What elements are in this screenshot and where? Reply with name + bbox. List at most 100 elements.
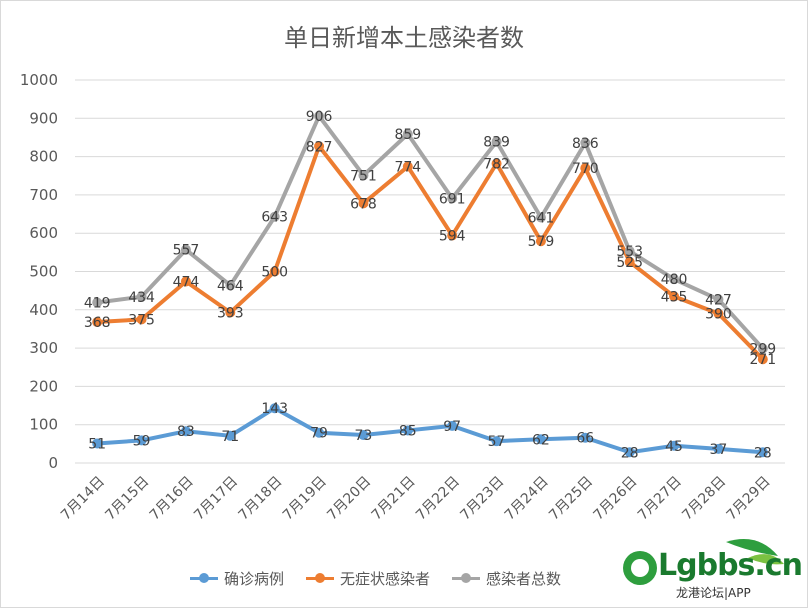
data-point-asymptomatic xyxy=(92,317,103,328)
data-point-confirmed xyxy=(402,425,413,436)
watermark-subtitle: 龙港论坛|APP xyxy=(676,586,751,600)
data-point-asymptomatic xyxy=(713,308,724,319)
data-point-total xyxy=(269,211,280,222)
data-label-confirmed: 71 xyxy=(221,429,239,445)
x-tick-label: 7月14日 xyxy=(58,474,108,524)
x-tick-label: 7月21日 xyxy=(369,474,419,524)
data-point-total xyxy=(314,111,325,122)
data-point-total xyxy=(358,170,369,181)
data-label-asymptomatic: 525 xyxy=(616,255,643,271)
chart-title: 单日新增本土感染者数 xyxy=(284,24,524,52)
data-point-total xyxy=(92,297,103,308)
y-tick-label: 200 xyxy=(29,377,58,395)
data-label-total: 906 xyxy=(306,109,333,125)
data-label-asymptomatic: 375 xyxy=(128,312,155,328)
watermark-logo: Lgbbs.cn 龙港论坛|APP xyxy=(618,534,804,604)
data-label-asymptomatic: 500 xyxy=(261,265,288,281)
data-label-total: 464 xyxy=(217,278,244,294)
data-point-asymptomatic xyxy=(580,163,591,174)
y-tick-label: 0 xyxy=(48,454,58,472)
data-point-total xyxy=(624,246,635,257)
data-point-confirmed xyxy=(535,434,546,445)
data-point-total xyxy=(402,129,413,140)
data-label-asymptomatic: 435 xyxy=(661,289,688,305)
data-point-confirmed xyxy=(580,432,591,443)
data-label-total: 751 xyxy=(350,168,377,184)
x-tick-label: 7月19日 xyxy=(280,474,330,524)
y-tick-label: 800 xyxy=(29,148,58,166)
x-tick-label: 7月23日 xyxy=(457,474,507,524)
data-point-asymptomatic xyxy=(269,266,280,277)
y-tick-label: 100 xyxy=(29,416,58,434)
data-point-asymptomatic xyxy=(535,236,546,247)
data-point-total xyxy=(713,294,724,305)
data-point-total xyxy=(180,244,191,255)
data-point-asymptomatic xyxy=(669,291,680,302)
data-point-asymptomatic xyxy=(314,141,325,152)
data-label-total: 641 xyxy=(528,210,555,226)
data-label-confirmed: 59 xyxy=(133,433,151,449)
y-tick-label: 300 xyxy=(29,339,58,357)
data-label-asymptomatic: 782 xyxy=(483,156,510,172)
x-tick-label: 7月24日 xyxy=(502,474,552,524)
data-label-total: 839 xyxy=(483,135,510,151)
data-label-total: 859 xyxy=(394,127,421,143)
data-point-confirmed xyxy=(447,420,458,431)
data-label-total: 480 xyxy=(661,272,688,288)
data-point-asymptomatic xyxy=(136,314,147,325)
data-label-asymptomatic: 390 xyxy=(705,307,732,323)
data-point-total xyxy=(491,136,502,147)
data-label-confirmed: 143 xyxy=(261,401,288,417)
data-point-confirmed xyxy=(669,440,680,451)
data-label-confirmed: 79 xyxy=(310,426,328,442)
data-label-asymptomatic: 594 xyxy=(439,228,466,244)
legend-label-total: 感染者总数 xyxy=(486,569,562,588)
data-label-total: 557 xyxy=(173,243,200,259)
x-tick-label: 7月17日 xyxy=(191,474,241,524)
data-label-confirmed: 57 xyxy=(488,434,506,450)
data-point-confirmed xyxy=(358,430,369,441)
data-point-confirmed xyxy=(624,447,635,458)
data-label-asymptomatic: 368 xyxy=(84,315,111,331)
y-tick-label: 400 xyxy=(29,301,58,319)
watermark-logo-text: Lgbbs.cn xyxy=(658,548,803,583)
data-label-asymptomatic: 393 xyxy=(217,305,244,321)
data-label-confirmed: 85 xyxy=(399,423,417,439)
legend-item-confirmed: 确诊病例 xyxy=(190,568,284,589)
data-label-confirmed: 28 xyxy=(621,445,639,461)
x-tick-label: 7月28日 xyxy=(679,474,729,524)
x-tick-label: 7月25日 xyxy=(546,474,596,524)
legend-marker-total xyxy=(452,572,481,584)
x-tick-label: 7月18日 xyxy=(235,474,285,524)
data-point-confirmed xyxy=(225,430,236,441)
legend-marker-asymptomatic xyxy=(306,572,335,584)
y-tick-label: 500 xyxy=(29,263,58,281)
data-label-asymptomatic: 474 xyxy=(173,274,200,290)
data-label-asymptomatic: 827 xyxy=(306,139,333,155)
data-label-confirmed: 97 xyxy=(443,419,461,435)
x-tick-label: 7月15日 xyxy=(102,474,152,524)
data-label-asymptomatic: 770 xyxy=(572,161,599,177)
data-point-total xyxy=(669,274,680,285)
data-label-confirmed: 66 xyxy=(576,431,594,447)
legend-label-confirmed: 确诊病例 xyxy=(224,569,285,588)
data-point-confirmed xyxy=(136,435,147,446)
y-tick-label: 700 xyxy=(29,186,58,204)
data-label-confirmed: 73 xyxy=(355,428,373,444)
y-tick-label: 600 xyxy=(29,224,58,242)
data-point-asymptomatic xyxy=(358,198,369,209)
data-label-confirmed: 62 xyxy=(532,432,550,448)
data-label-asymptomatic: 678 xyxy=(350,196,377,212)
data-label-asymptomatic: 774 xyxy=(394,160,421,176)
data-point-total xyxy=(447,193,458,204)
x-tick-label: 7月16日 xyxy=(147,474,197,524)
data-label-total: 419 xyxy=(84,296,111,312)
data-point-total xyxy=(580,137,591,148)
chart-legend: 确诊病例 无症状感染者 感染者总数 xyxy=(190,566,561,590)
x-tick-label: 7月20日 xyxy=(324,474,374,524)
x-tick-label: 7月26日 xyxy=(590,474,640,524)
data-point-confirmed xyxy=(92,438,103,449)
data-point-asymptomatic xyxy=(402,161,413,172)
legend-label-asymptomatic: 无症状感染者 xyxy=(340,569,431,588)
